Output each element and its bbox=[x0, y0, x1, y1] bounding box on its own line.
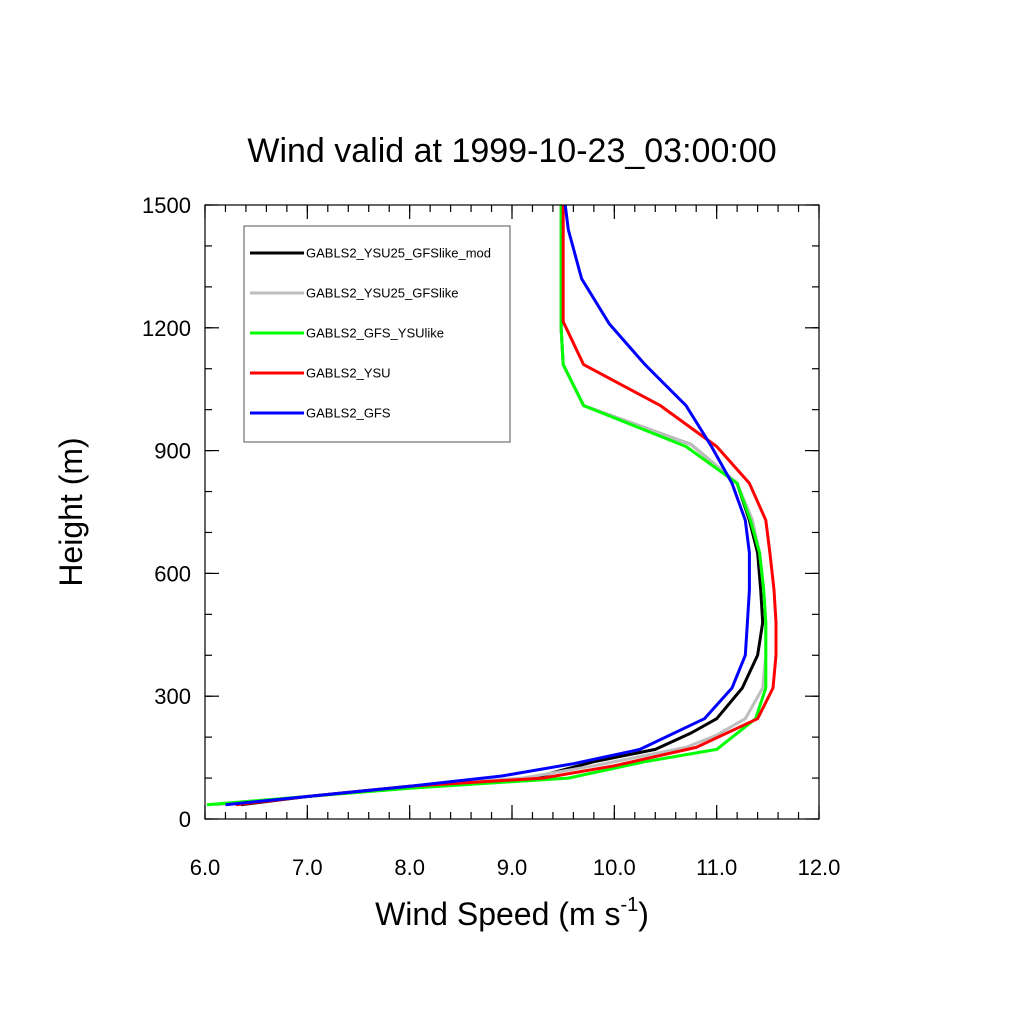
y-tick-label: 1500 bbox=[142, 193, 191, 218]
x-axis-title-main: Wind Speed (m s bbox=[375, 896, 620, 932]
legend-label-1: GABLS2_YSU25_GFSlike bbox=[306, 286, 458, 301]
y-axis-title: Height (m) bbox=[53, 437, 89, 586]
y-tick-label: 600 bbox=[154, 561, 191, 586]
y-tick-label: 900 bbox=[154, 439, 191, 464]
x-tick-label: 10.0 bbox=[593, 855, 636, 880]
legend-label-3: GABLS2_YSU bbox=[306, 366, 391, 381]
legend-label-4: GABLS2_GFS bbox=[306, 406, 391, 421]
x-axis-title: Wind Speed (m s-1) bbox=[375, 894, 649, 932]
x-tick-label: 8.0 bbox=[394, 855, 425, 880]
x-axis-title-end: ) bbox=[638, 896, 649, 932]
series-line-4 bbox=[225, 204, 751, 807]
legend: GABLS2_YSU25_GFSlike_mod GABLS2_YSU25_GFS… bbox=[243, 225, 511, 443]
x-tick-label: 9.0 bbox=[497, 855, 528, 880]
legend-label-2: GABLS2_GFS_YSUlike bbox=[306, 326, 444, 341]
plot-lines bbox=[206, 204, 778, 807]
x-tick-label: 7.0 bbox=[292, 855, 323, 880]
axis-ticks bbox=[204, 204, 820, 820]
x-tick-label: 12.0 bbox=[798, 855, 841, 880]
series-line-3 bbox=[235, 205, 778, 807]
legend-label-0: GABLS2_YSU25_GFSlike_mod bbox=[306, 246, 491, 261]
axis-tick-labels: 6.0 7.0 8.0 9.0 10.0 11.0 12.0 0 300 600 900 1200 15… bbox=[142, 193, 840, 880]
series-line-2 bbox=[206, 205, 768, 807]
y-tick-label: 300 bbox=[154, 684, 191, 709]
chart-title: Wind valid at 1999-10-23_03:00:00 bbox=[247, 132, 776, 170]
x-tick-label: 11.0 bbox=[696, 855, 737, 880]
x-axis-title-superscript: -1 bbox=[620, 894, 638, 916]
y-tick-label: 0 bbox=[179, 807, 191, 832]
x-tick-label: 6.0 bbox=[190, 855, 221, 880]
y-tick-label: 1200 bbox=[142, 316, 191, 341]
